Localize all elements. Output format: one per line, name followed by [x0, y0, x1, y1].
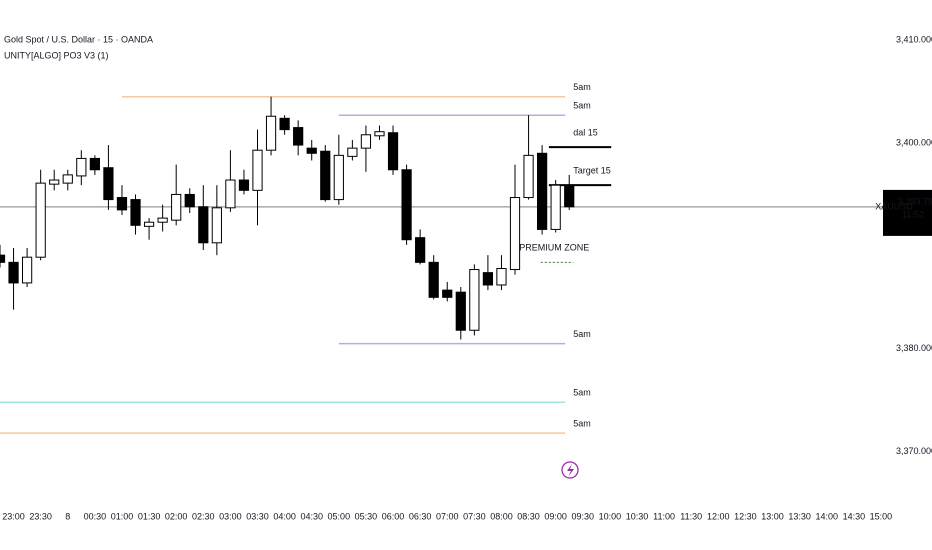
x-tick-label: 08:00 — [490, 511, 513, 521]
x-tick-label: 01:30 — [138, 511, 161, 521]
alert-icon — [561, 461, 579, 479]
x-tick-label: 08:30 — [517, 511, 540, 521]
x-tick-label: 02:00 — [165, 511, 188, 521]
candle-body — [428, 261, 439, 298]
x-tick-label: 04:30 — [300, 511, 323, 521]
candle-body — [306, 147, 317, 154]
candle-body — [49, 179, 60, 185]
candle-body — [265, 115, 277, 151]
candle-body — [293, 127, 304, 146]
candle-body — [21, 256, 33, 284]
level-label: Target 15 — [573, 166, 611, 176]
x-tick-label: 01:00 — [111, 511, 134, 521]
y-tick-label: 3,380.000 — [896, 343, 932, 353]
candle-body — [211, 207, 222, 244]
x-tick-label: 8 — [65, 511, 70, 521]
candle-body — [225, 179, 236, 209]
x-tick-label: 06:30 — [409, 511, 432, 521]
x-tick-label: 05:00 — [328, 511, 351, 521]
price-box — [905, 189, 932, 236]
candle-body — [184, 193, 195, 208]
x-tick-label: 10:30 — [626, 511, 649, 521]
x-tick-label: 06:00 — [382, 511, 405, 521]
candle-body — [89, 157, 100, 171]
candle-body — [537, 152, 548, 230]
y-tick-label: 3,410.000 — [896, 34, 932, 44]
x-tick-label: 14:30 — [843, 511, 866, 521]
level-label: 5am — [573, 329, 591, 339]
y-tick-label: 3,370.000 — [896, 446, 932, 456]
candle-body — [279, 117, 290, 131]
level-label: 5am — [573, 419, 591, 429]
candle-body — [564, 184, 575, 208]
x-tick-label: 04:00 — [273, 511, 296, 521]
candle-body — [143, 221, 155, 227]
zone-label: PREMIUM ZONE — [519, 243, 589, 253]
candle-body — [198, 206, 209, 244]
x-tick-label: 03:00 — [219, 511, 242, 521]
x-tick-label: 05:30 — [355, 511, 378, 521]
candle-body — [116, 197, 128, 211]
x-tick-label: 02:30 — [192, 511, 215, 521]
level-label: dal 15 — [573, 127, 598, 137]
candle-body — [482, 272, 494, 286]
x-tick-label: 11:30 — [680, 511, 702, 521]
level-label: 5am — [573, 82, 591, 92]
candle-body — [469, 269, 480, 331]
candle-body — [62, 174, 73, 184]
x-tick-label: 11:00 — [653, 511, 675, 521]
price-box-symbol — [883, 189, 905, 236]
x-tick-label: 12:30 — [734, 511, 757, 521]
candle-body — [8, 261, 19, 284]
candle-body — [333, 154, 344, 201]
candle-body — [360, 134, 372, 149]
candle-body — [76, 157, 87, 177]
candle-body — [103, 167, 114, 201]
x-tick-label: 09:30 — [572, 511, 595, 521]
candle-body — [442, 289, 453, 298]
indicator-name: UNITY[ALGO] PO3 V3 (1) — [4, 50, 109, 60]
level-label: 5am — [573, 388, 591, 398]
price-label: 3,393.790 — [898, 196, 932, 206]
candle-body — [455, 291, 466, 331]
candle-body — [347, 147, 358, 157]
y-tick-label: 3,400.000 — [896, 137, 932, 147]
candle-body — [252, 149, 263, 191]
x-tick-label: 13:00 — [761, 511, 784, 521]
candle-body — [509, 197, 521, 271]
candle-body — [35, 182, 46, 258]
x-tick-label: 15:00 — [870, 511, 893, 521]
candle-body — [387, 132, 399, 171]
candle-body — [0, 254, 6, 263]
candle-body — [157, 217, 168, 223]
level-label: 5am — [573, 101, 591, 111]
candle-body — [374, 131, 385, 137]
x-tick-label: 03:30 — [246, 511, 269, 521]
candle-body — [130, 199, 141, 226]
x-tick-label: 12:00 — [707, 511, 730, 521]
x-tick-label: 00:30 — [84, 511, 107, 521]
x-tick-label: 23:30 — [29, 511, 52, 521]
candle-body — [523, 154, 534, 199]
x-tick-label: 07:00 — [436, 511, 459, 521]
candle-body — [496, 268, 507, 286]
chart-title: Gold Spot / U.S. Dollar · 15 · OANDA — [4, 34, 153, 44]
symbol-label: XAUUSD — [875, 201, 913, 211]
x-tick-label: 13:30 — [788, 511, 811, 521]
candle-body — [401, 169, 412, 241]
x-tick-label: 23:00 — [2, 511, 25, 521]
x-tick-label: 10:00 — [599, 511, 622, 521]
countdown-label: 11:52 — [902, 209, 924, 219]
candle-body — [320, 150, 331, 201]
x-tick-label: 14:00 — [815, 511, 838, 521]
candle-body — [171, 193, 182, 221]
candle-body — [238, 179, 250, 191]
x-tick-label: 07:30 — [463, 511, 486, 521]
x-tick-label: 09:00 — [544, 511, 567, 521]
candle-body — [415, 237, 426, 263]
candle-body — [550, 184, 561, 230]
